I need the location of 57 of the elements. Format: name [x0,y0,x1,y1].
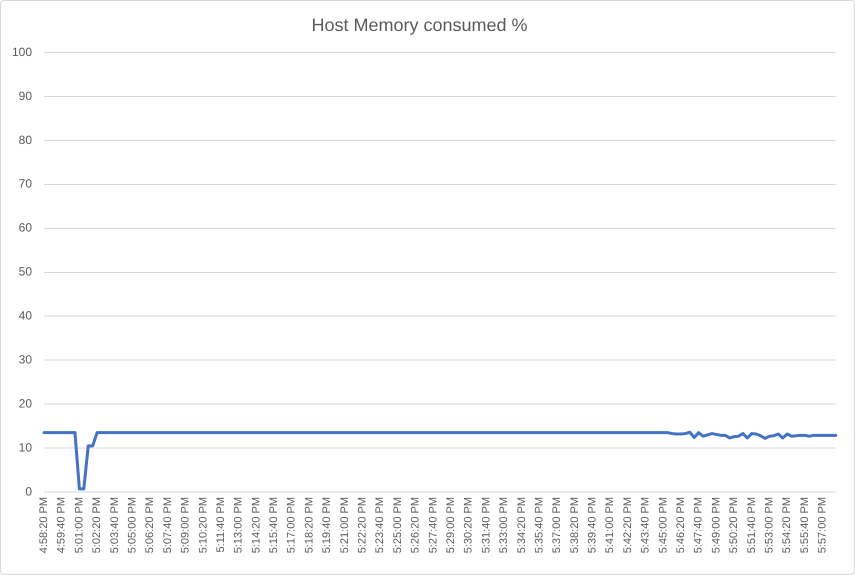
x-tick-label: 5:41:00 PM [604,497,616,554]
x-tick-label: 5:55:40 PM [798,497,811,554]
x-tick-label: 5:57:00 PM [816,497,829,554]
x-tick-label: 5:03:40 PM [108,497,121,554]
x-tick-label: 5:50:20 PM [728,497,740,554]
y-tick-label: 100 [12,44,32,59]
y-tick-label: 40 [18,308,32,323]
y-tick-label: 70 [18,176,32,191]
x-tick-label: 5:47:40 PM [692,497,705,554]
x-tick-label: 5:14:20 PM [250,497,262,554]
x-tick-label: 5:25:00 PM [392,497,404,554]
x-tick-label: 5:23:40 PM [374,497,386,554]
x-tick-label: 5:51:40 PM [746,497,758,554]
x-tick-label: 5:13:00 PM [232,497,245,554]
y-tick-label: 50 [18,264,32,279]
x-tick-label: 5:38:20 PM [568,497,581,554]
x-tick-label: 4:58:20 PM [38,497,50,554]
x-tick-label: 4:59:40 PM [56,497,68,554]
y-tick-label: 80 [18,132,32,147]
x-tick-label: 5:18:20 PM [303,497,316,554]
y-tick-label: 10 [18,440,32,454]
x-tick-label: 5:17:00 PM [286,497,298,554]
y-tick-label: 20 [18,396,32,410]
x-tick-label: 5:31:40 PM [480,497,492,554]
x-tick-label: 5:07:40 PM [162,497,174,554]
x-tick-label: 5:19:40 PM [321,497,334,554]
x-tick-label: 5:30:20 PM [462,497,475,554]
x-tick-label: 5:10:20 PM [197,497,210,554]
x-tick-label: 5:27:40 PM [427,497,440,554]
x-tick-label: 5:01:00 PM [73,497,86,554]
y-tick-label: 30 [18,352,32,366]
y-tick-label: 90 [18,88,32,103]
x-tick-label: 5:09:00 PM [180,497,192,554]
x-tick-label: 5:29:00 PM [444,497,457,554]
x-tick-label: 5:49:00 PM [710,497,722,554]
x-tick-label: 5:22:20 PM [356,497,369,554]
x-tick-label: 5:46:20 PM [675,497,688,554]
x-tick-label: 5:21:00 PM [338,497,351,554]
x-tick-label: 5:39:40 PM [586,497,599,554]
x-tick-label: 5:35:40 PM [533,497,546,554]
x-tick-label: 5:45:00 PM [657,497,670,554]
x-tick-label: 5:26:20 PM [410,497,422,554]
x-tick-label: 5:15:40 PM [268,497,280,554]
x-tick-label: 5:05:00 PM [126,497,138,554]
x-tick-label: 5:54:20 PM [781,497,794,554]
y-tick-label: 60 [18,220,32,235]
x-tick-label: 5:53:00 PM [763,497,776,554]
x-tick-label: 5:33:00 PM [498,497,510,554]
chart-title: Host Memory consumed % [311,14,528,35]
x-tick-label: 5:06:20 PM [144,497,156,554]
x-tick-label: 5:42:20 PM [622,497,634,554]
x-tick-label: 5:43:40 PM [640,497,652,554]
y-tick-label: 0 [25,484,32,498]
x-tick-label: 5:02:20 PM [91,497,104,554]
x-tick-label: 5:34:20 PM [516,497,528,554]
x-tick-label: 5:11:40 PM [214,497,227,552]
x-tick-label: 5:37:00 PM [551,497,564,554]
